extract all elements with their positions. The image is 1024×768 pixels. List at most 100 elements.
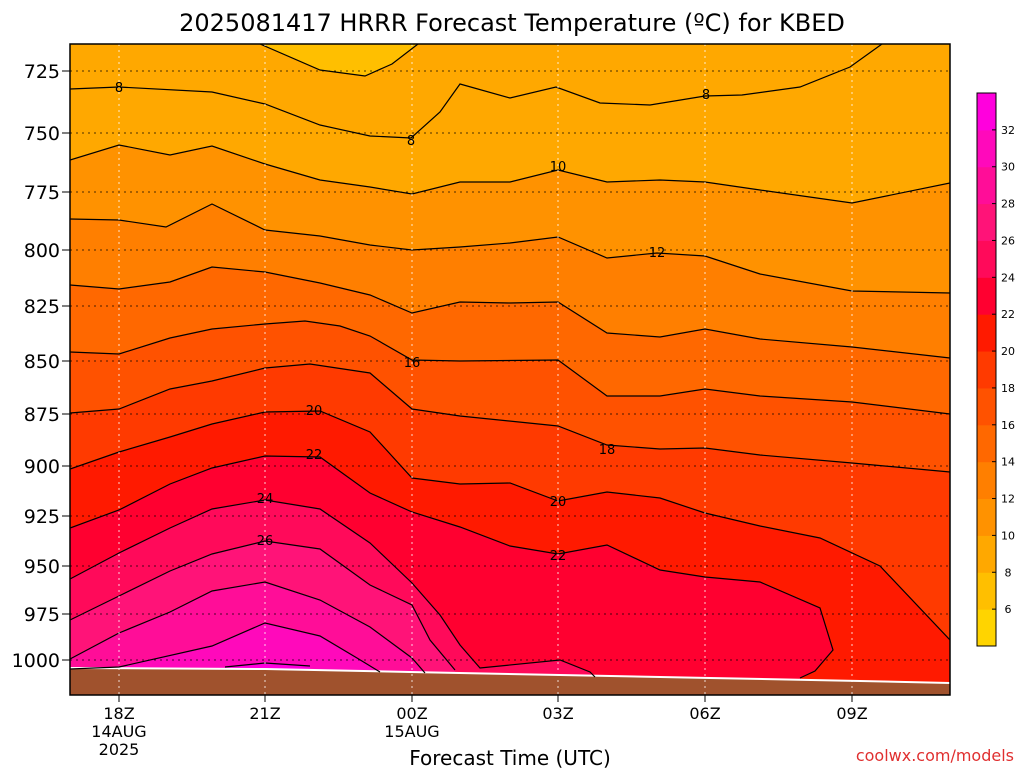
colorbar-tick-label: 30 <box>1001 161 1015 174</box>
colorbar-tick-label: 14 <box>1001 456 1015 469</box>
y-tick: 975 <box>24 604 70 626</box>
temperature-fill-bands <box>70 44 950 695</box>
y-tick: 825 <box>24 296 70 318</box>
contour-label: 22 <box>306 448 323 463</box>
contour-label: 10 <box>550 160 567 175</box>
contour-label: 18 <box>599 443 616 458</box>
colorbar-tick-label: 16 <box>1001 419 1015 432</box>
contour-label: 8 <box>702 88 710 103</box>
y-tick-label: 875 <box>24 404 60 426</box>
x-tick-year: 2025 <box>99 740 140 759</box>
contour-label: 26 <box>257 534 274 549</box>
contour-line <box>70 581 426 674</box>
y-tick: 750 <box>24 123 70 145</box>
y-axis: 725 750 775 800 825 850 875 900 925 950 … <box>12 61 70 672</box>
contour-label: 16 <box>404 356 421 371</box>
colorbar-tick-label: 26 <box>1001 234 1015 247</box>
x-tick: 06Z <box>689 695 721 723</box>
x-tick-date: 14AUG <box>91 722 146 741</box>
temperature-contour-lines <box>70 44 950 679</box>
contour-line <box>70 203 950 294</box>
contour-label: 8 <box>115 81 123 96</box>
colorbar-tick-label: 28 <box>1001 198 1015 211</box>
colorbar-swatch <box>977 240 996 278</box>
y-tick: 925 <box>24 506 70 528</box>
contour-line <box>70 455 834 679</box>
colorbar-swatch <box>977 572 996 610</box>
colorbar-frame <box>976 92 997 647</box>
y-tick: 775 <box>24 182 70 204</box>
colorbar-swatch <box>977 93 996 131</box>
x-tick-date: 15AUG <box>384 722 439 741</box>
y-tick: 900 <box>24 456 70 478</box>
colorbar-tick-label: 22 <box>1001 308 1015 321</box>
colorbar-tick-label: 12 <box>1001 493 1015 506</box>
contour-label: 20 <box>550 495 567 510</box>
x-tick: 18Z 14AUG 2025 <box>91 695 147 759</box>
x-tick-label: 06Z <box>689 704 720 723</box>
x-tick: 00Z 15AUG <box>384 695 440 741</box>
x-tick: 03Z <box>542 695 574 723</box>
x-tick-label: 00Z <box>396 704 427 723</box>
colorbar-swatch <box>977 351 996 389</box>
y-tick: 1000 <box>12 650 70 672</box>
y-tick-label: 775 <box>24 182 60 204</box>
y-tick-label: 800 <box>24 240 60 262</box>
colorbar-tick-label: 18 <box>1001 382 1015 395</box>
colorbar-tick-label: 20 <box>1001 345 1015 358</box>
contour-line <box>70 266 950 359</box>
chart-title: 2025081417 HRRR Forecast Temperature (ºC… <box>179 9 845 37</box>
contour-label: 20 <box>306 404 323 419</box>
contour-line <box>70 622 381 673</box>
y-tick: 725 <box>24 61 70 83</box>
y-tick-label: 750 <box>24 123 60 145</box>
plot-frame <box>69 43 951 696</box>
colorbar-tick-label: 8 <box>1005 566 1012 579</box>
x-axis: 18Z 14AUG 2025 21Z 00Z 15AUG 03Z 06Z 09Z <box>91 695 868 759</box>
contour-line <box>70 363 950 473</box>
colorbar-swatch <box>977 277 996 315</box>
credit-text: coolwx.com/models <box>856 746 1014 765</box>
ground-area <box>70 668 950 695</box>
y-tick: 850 <box>24 351 70 373</box>
contour-line <box>70 144 950 204</box>
colorbar: 6 8 10 12 14 16 18 20 22 24 26 28 30 32 <box>976 92 1015 647</box>
y-tick: 950 <box>24 556 70 578</box>
contour-line <box>70 410 950 641</box>
colorbar-swatch <box>977 166 996 205</box>
colorbar-swatch <box>977 129 996 168</box>
x-tick-label: 18Z <box>103 704 134 723</box>
contour-label: 24 <box>257 492 274 507</box>
y-tick-label: 925 <box>24 506 60 528</box>
y-tick-label: 1000 <box>12 650 60 672</box>
colorbar-tick-label: 32 <box>1001 124 1015 137</box>
colorbar-swatch <box>977 609 996 647</box>
colorbar-swatch <box>977 203 996 241</box>
x-tick: 09Z <box>836 695 868 723</box>
contour-label: 12 <box>649 246 666 261</box>
y-tick: 800 <box>24 240 70 262</box>
x-tick: 21Z <box>249 695 281 723</box>
y-tick-label: 900 <box>24 456 60 478</box>
colorbar-tick-label: 24 <box>1001 271 1015 284</box>
contour-line <box>70 320 950 415</box>
x-tick-label: 03Z <box>542 704 573 723</box>
x-tick-label: 21Z <box>249 704 280 723</box>
contour-line <box>70 44 883 139</box>
y-tick-label: 975 <box>24 604 60 626</box>
colorbar-swatch <box>977 498 996 536</box>
colorbar-swatch <box>977 314 996 352</box>
y-tick-label: 950 <box>24 556 60 578</box>
colorbar-tick-label: 10 <box>1001 529 1015 542</box>
contour-line <box>259 44 419 77</box>
x-tick-label: 09Z <box>836 704 867 723</box>
colorbar-tick-label: 6 <box>1005 603 1012 616</box>
contour-line <box>70 499 596 678</box>
contour-labels: 8 8 8 10 12 16 18 20 20 22 22 24 26 <box>115 81 710 564</box>
band-fill <box>260 44 418 76</box>
y-tick-label: 725 <box>24 61 60 83</box>
y-tick: 875 <box>24 404 70 426</box>
y-tick-label: 825 <box>24 296 60 318</box>
colorbar-swatch <box>977 535 996 573</box>
